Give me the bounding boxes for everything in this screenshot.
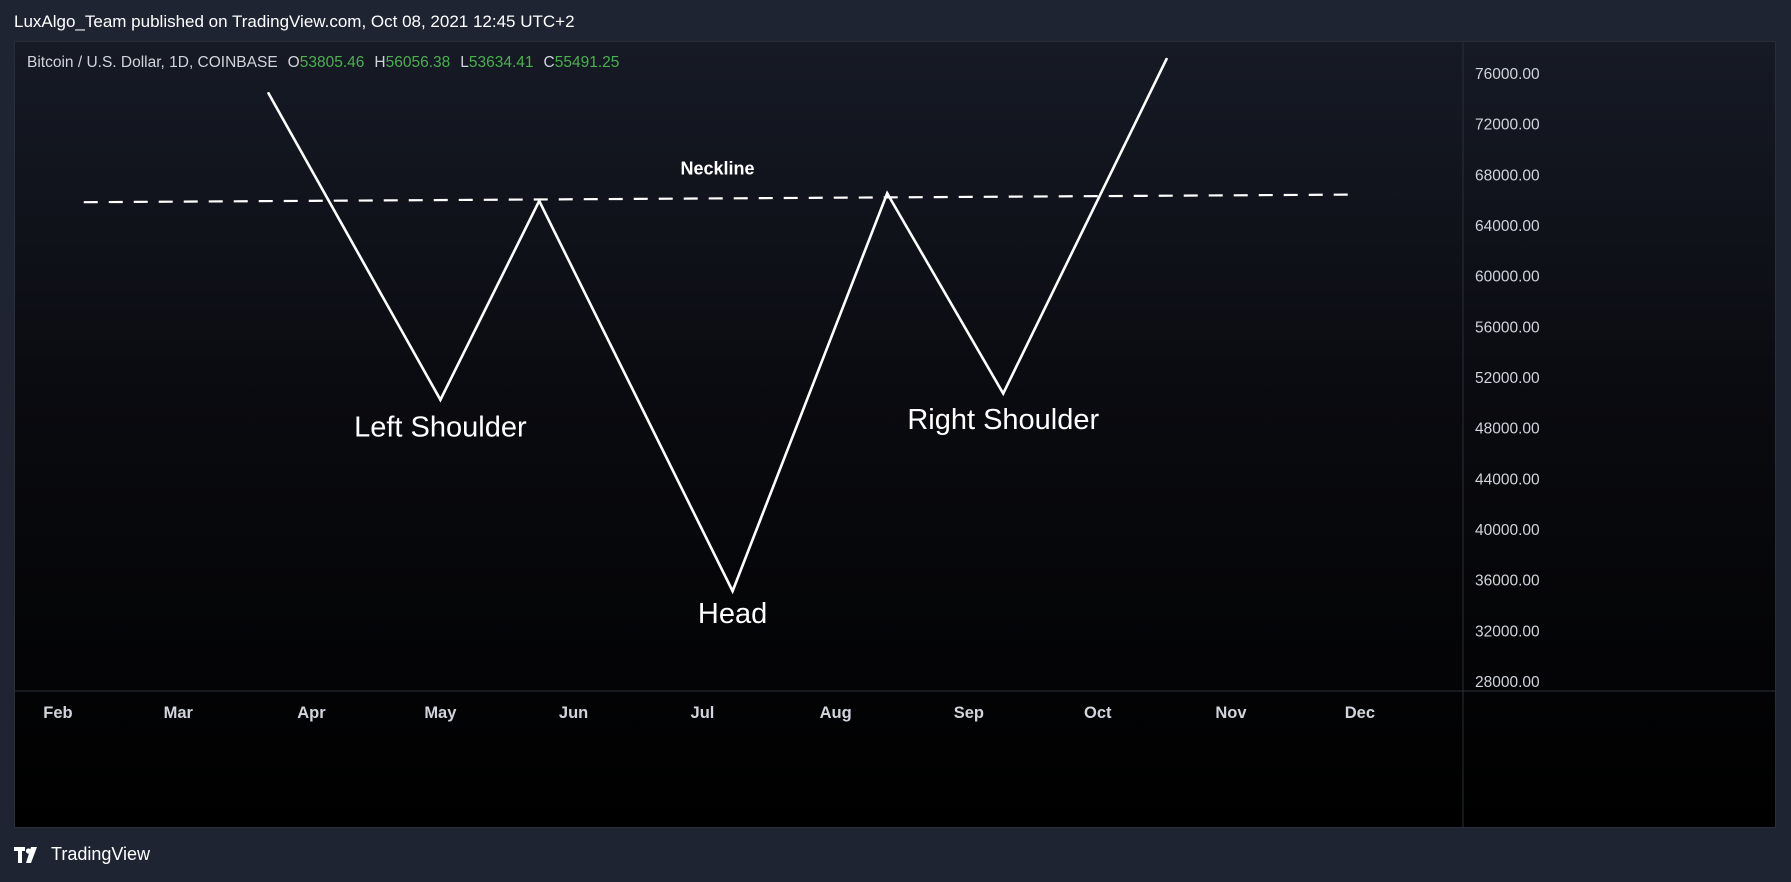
open-value: 53805.46	[299, 54, 365, 71]
y-tick-label: 44000.00	[1475, 471, 1540, 488]
chart-svg[interactable]: 76000.00 72000.00 68000.00 64000.00 60000.00…	[15, 42, 1776, 828]
high-value: 56056.38	[385, 54, 451, 71]
x-tick-label: Apr	[297, 704, 326, 722]
tradingview-logo-icon	[14, 846, 37, 863]
x-tick-label: May	[424, 704, 457, 722]
x-tick-label: Sep	[954, 704, 984, 722]
price-point	[439, 398, 442, 402]
pattern-annotation: Right Shoulder	[907, 404, 1099, 436]
pattern-annotation: Head	[698, 598, 767, 630]
x-tick-label: Jul	[691, 704, 715, 722]
publisher-line: LuxAlgo_Team published on TradingView.co…	[14, 12, 575, 31]
footer: TradingView	[14, 844, 150, 865]
x-tick-label: Nov	[1215, 704, 1247, 722]
y-tick-label: 36000.00	[1475, 573, 1540, 590]
y-tick-label: 32000.00	[1475, 623, 1540, 640]
close-label: C	[543, 54, 555, 71]
x-tick-label: Jun	[559, 704, 588, 722]
y-tick-label: 40000.00	[1475, 522, 1540, 539]
y-tick-label: 72000.00	[1475, 117, 1540, 134]
neckline	[83, 193, 1352, 204]
price-line	[267, 58, 1168, 595]
price-point	[885, 192, 889, 195]
series-group	[267, 57, 1168, 595]
price-point	[1001, 392, 1005, 395]
y-tick-label: 60000.00	[1475, 269, 1540, 286]
y-tick-label: 64000.00	[1475, 218, 1540, 235]
annotations-group: Left Shoulder Head Right Shoulder	[354, 404, 1099, 630]
close-value: 55491.25	[554, 54, 620, 71]
y-tick-label: 48000.00	[1475, 421, 1540, 438]
low-value: 53634.41	[468, 54, 534, 71]
price-point	[537, 199, 541, 203]
ohlc-legend: Bitcoin / U.S. Dollar, 1D, COINBASE O5380…	[27, 54, 629, 72]
x-tick-label: Dec	[1345, 704, 1375, 722]
symbol-label: Bitcoin / U.S. Dollar, 1D, COINBASE	[27, 54, 278, 71]
axes: 76000.00 72000.00 68000.00 64000.00 60000.00…	[15, 42, 1775, 827]
y-tick-label: 28000.00	[1475, 674, 1540, 691]
neckline-label: Neckline	[680, 158, 754, 178]
chart-area[interactable]: 76000.00 72000.00 68000.00 64000.00 60000.00…	[14, 41, 1776, 828]
high-label: H	[374, 54, 386, 71]
price-point	[731, 589, 734, 593]
neckline-group: Neckline	[83, 158, 1352, 204]
price-point	[267, 91, 270, 95]
open-label: O	[287, 54, 300, 71]
low-label: L	[460, 54, 469, 71]
y-tick-label: 68000.00	[1475, 167, 1540, 184]
x-tick-label: Oct	[1084, 704, 1112, 722]
y-tick-label: 56000.00	[1475, 319, 1540, 336]
x-tick-label: Feb	[43, 704, 72, 722]
price-point	[1165, 57, 1168, 61]
x-tick-label: Mar	[164, 704, 194, 722]
pattern-annotation: Left Shoulder	[354, 412, 527, 444]
brand-name: TradingView	[51, 844, 151, 864]
y-tick-label: 76000.00	[1475, 66, 1540, 83]
y-tick-label: 52000.00	[1475, 370, 1540, 387]
x-tick-label: Aug	[820, 704, 852, 722]
